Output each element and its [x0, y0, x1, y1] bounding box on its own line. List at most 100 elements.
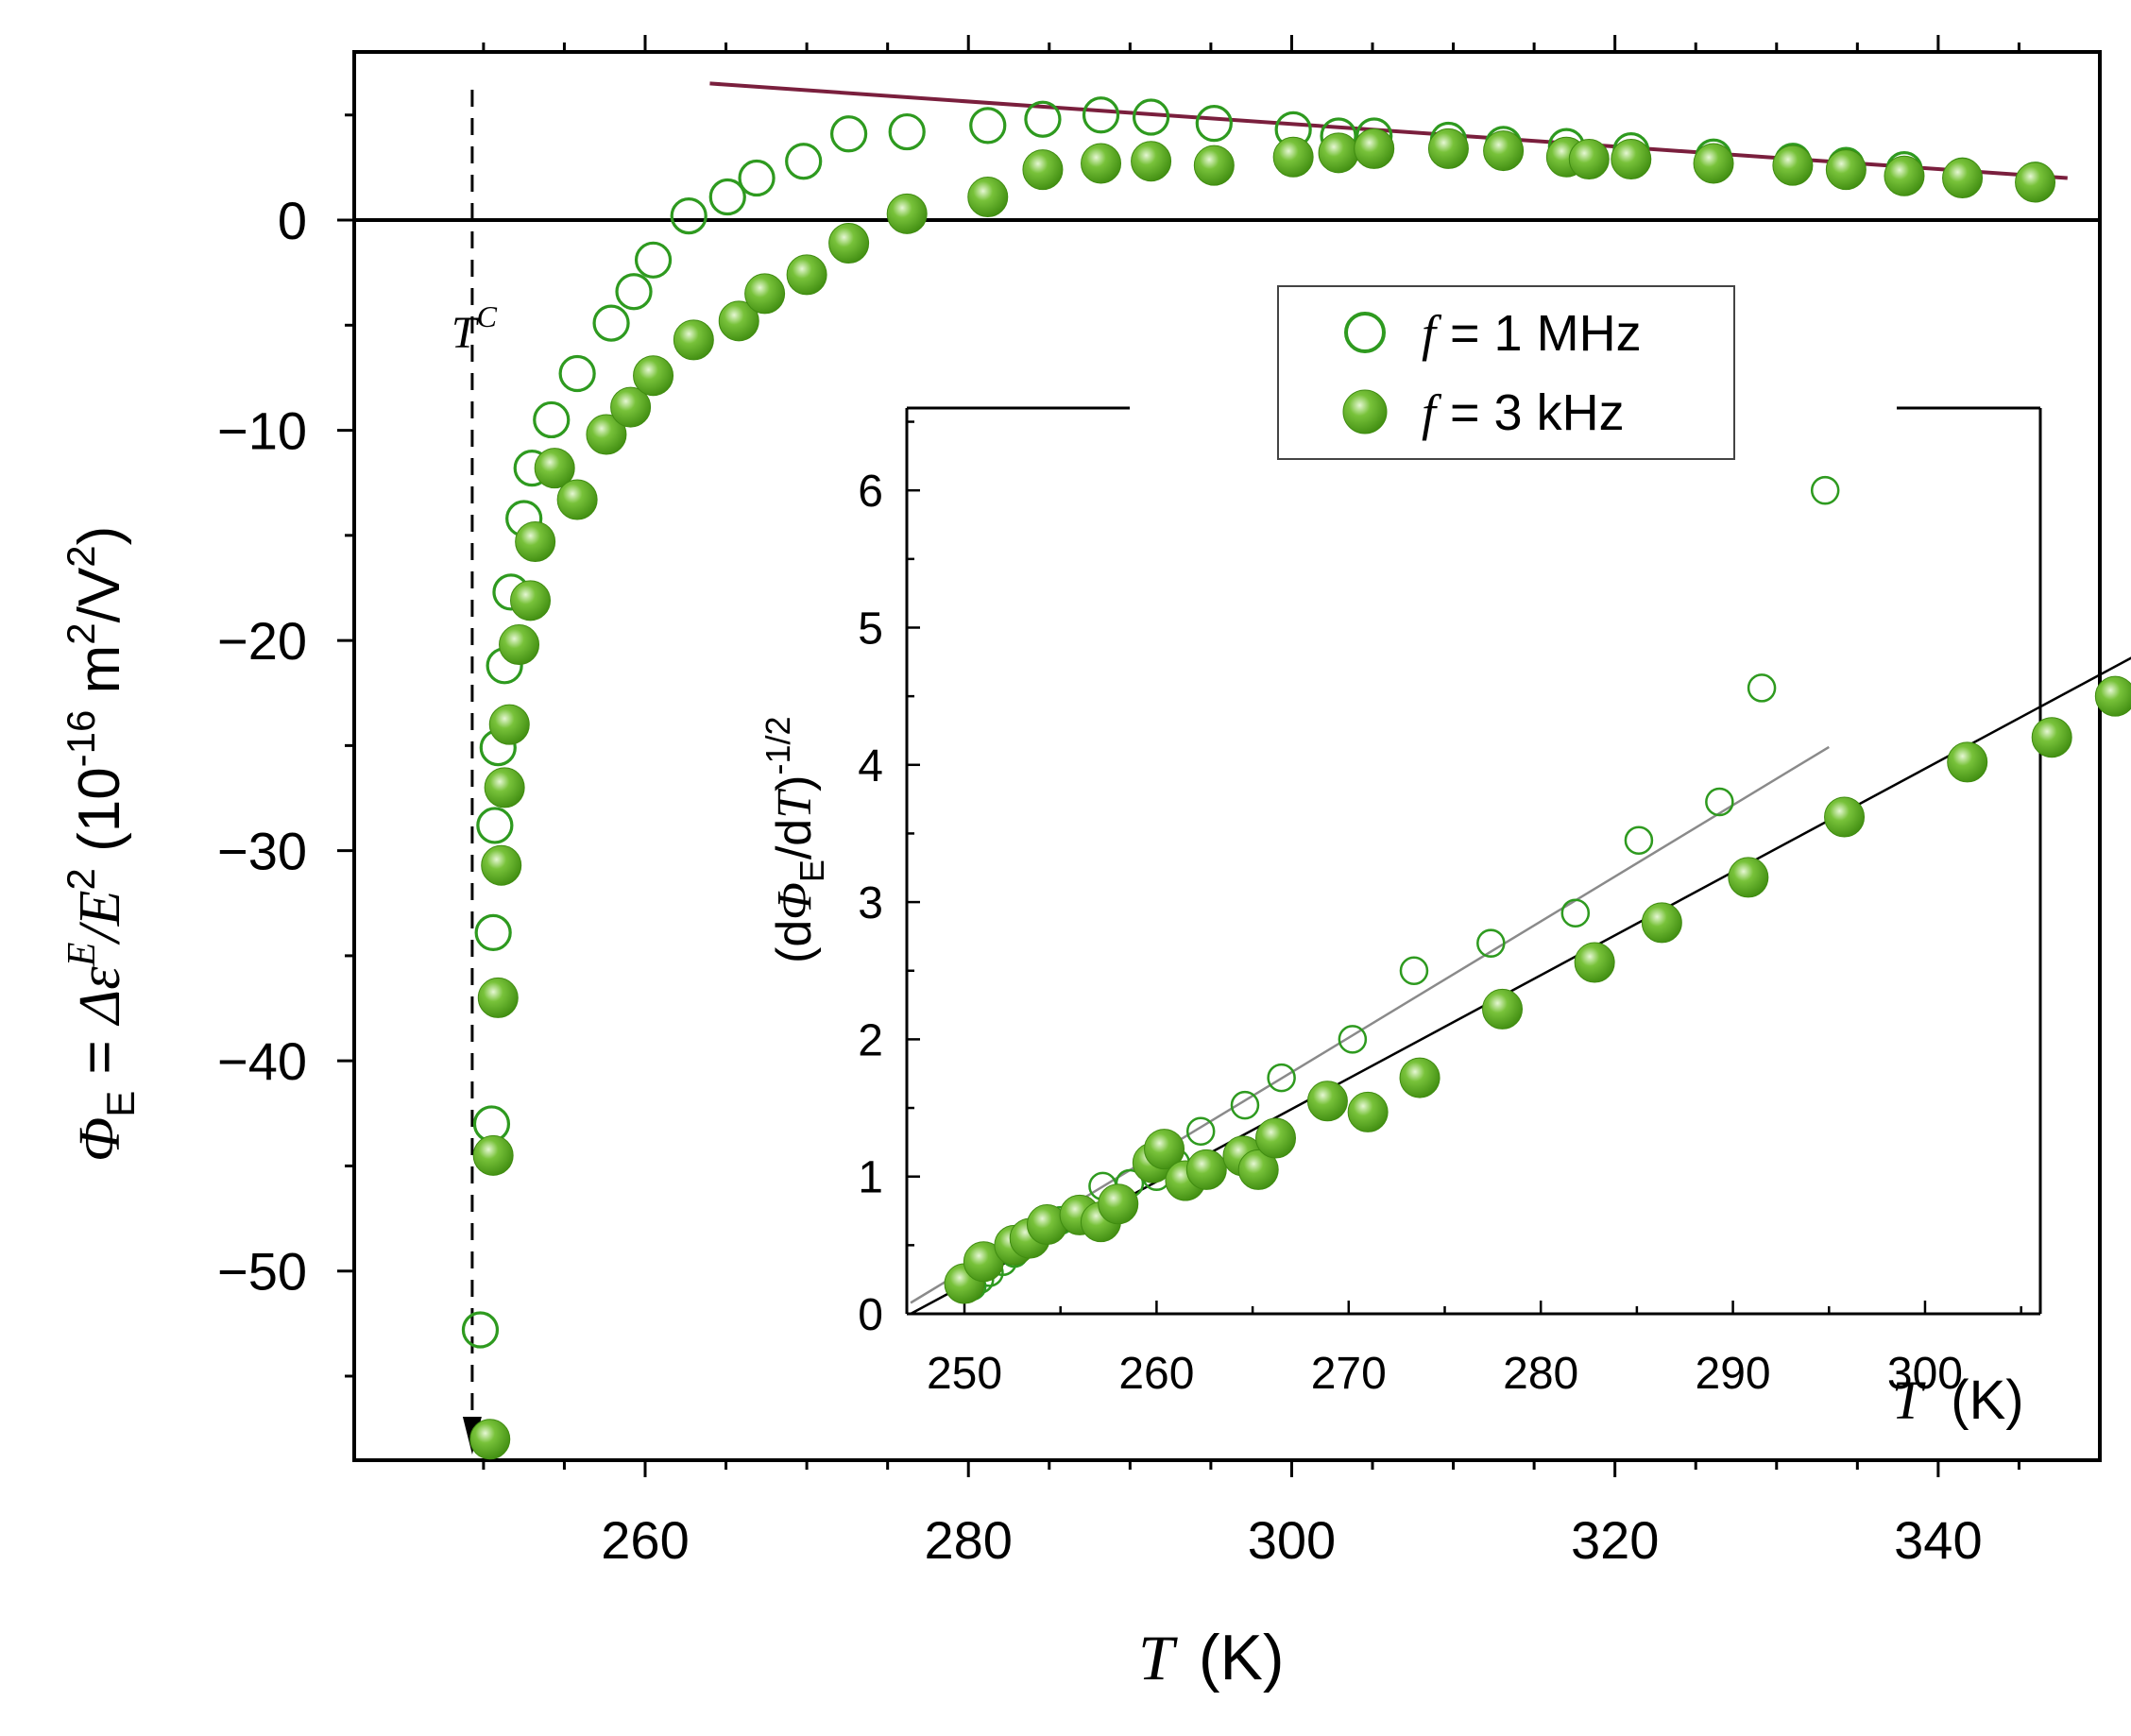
- inset-x-tick-label: 280: [1503, 1349, 1578, 1399]
- inset-point-3khz: [1306, 1081, 1348, 1122]
- inset-point-3khz: [1399, 1057, 1441, 1098]
- inset-point-3khz: [1641, 902, 1682, 944]
- inset-point-1mhz: [1810, 475, 1840, 505]
- inset-y-tick-label: 4: [858, 741, 883, 791]
- main-point-3khz: [673, 319, 714, 361]
- main-point-3khz: [1611, 138, 1652, 179]
- main-x-tick-label: 300: [1248, 1510, 1336, 1570]
- inset-point-3khz: [1185, 1149, 1227, 1190]
- main-point-3khz: [1354, 128, 1395, 169]
- legend-entry-1mhz: f = 1 MHz: [1422, 305, 1642, 362]
- legend: f = 1 MHz f = 3 kHz: [1277, 285, 1735, 460]
- inset-y-tick-label: 3: [858, 878, 883, 928]
- inset-x-axis-label: T (K): [1892, 1370, 2024, 1431]
- main-point-3khz: [1318, 132, 1359, 174]
- main-point-1mhz: [670, 196, 707, 235]
- main-point-1mhz: [1024, 100, 1062, 138]
- main-point-3khz: [1772, 145, 1814, 186]
- main-point-3khz: [510, 580, 552, 621]
- main-point-3khz: [515, 521, 556, 563]
- main-point-3khz: [718, 300, 759, 342]
- main-point-3khz: [1081, 143, 1122, 184]
- main-x-axis-label: T (K): [1138, 1622, 1284, 1693]
- inset-point-1mhz: [1338, 1025, 1368, 1054]
- main-x-tick-label: 280: [925, 1510, 1013, 1570]
- inset-point-1mhz: [1476, 928, 1506, 958]
- main-point-3khz: [1693, 143, 1734, 184]
- main-point-3khz: [477, 977, 519, 1018]
- inset-point-3khz: [2094, 675, 2131, 717]
- main-point-3khz: [610, 386, 652, 428]
- inset-series-3khz: [944, 675, 2131, 1304]
- inset-point-1mhz: [1267, 1063, 1296, 1093]
- main-plot-frame: [352, 50, 2102, 1462]
- inset-y-tick-label: 6: [858, 467, 883, 517]
- main-point-1mhz: [558, 354, 596, 393]
- main-point-3khz: [1942, 158, 1984, 199]
- main-point-1mhz: [1195, 105, 1233, 143]
- main-point-3khz: [484, 767, 525, 808]
- inset-point-3khz: [1947, 741, 1988, 783]
- main-point-3khz: [633, 355, 674, 397]
- main-point-3khz: [1193, 145, 1235, 186]
- main-point-1mhz: [533, 400, 571, 439]
- inset-point-3khz: [2031, 717, 2072, 758]
- inset-point-3khz: [1824, 796, 1866, 838]
- inset-point-3khz: [1098, 1183, 1139, 1225]
- inset-point-3khz: [1347, 1091, 1389, 1132]
- main-point-3khz: [1483, 130, 1525, 172]
- inset-point-3khz: [1255, 1117, 1297, 1159]
- main-y-tick-label: −20: [217, 611, 307, 671]
- main-y-tick-label: −50: [217, 1242, 307, 1302]
- main-point-1mhz: [708, 178, 746, 216]
- main-point-1mhz: [634, 241, 673, 279]
- main-point-3khz: [2015, 162, 2056, 203]
- tc-label: TC: [452, 299, 498, 358]
- main-point-1mhz: [474, 913, 512, 952]
- main-point-3khz: [556, 479, 598, 520]
- inset-point-1mhz: [1230, 1090, 1260, 1120]
- inset-point-3khz: [1728, 857, 1769, 898]
- main-point-3khz: [1568, 138, 1610, 179]
- main-point-3khz: [469, 1419, 511, 1460]
- main-point-3khz: [1022, 149, 1064, 191]
- main-point-3khz: [499, 624, 540, 666]
- main-y-tick-label: 0: [278, 191, 307, 250]
- inset-point-1mhz: [1705, 787, 1734, 817]
- main-point-3khz: [786, 254, 827, 296]
- main-point-1mhz: [476, 807, 514, 844]
- inset-x-tick-label: 250: [927, 1349, 1002, 1399]
- main-point-1mhz: [785, 143, 823, 180]
- inset-axis-tick-labels: 250 260 270 280 290 300 0 1 2 3 4 5 6: [858, 467, 1963, 1399]
- main-point-1mhz: [592, 304, 630, 342]
- main-point-1mhz: [738, 159, 776, 197]
- main-point-1mhz: [461, 1311, 500, 1349]
- main-point-3khz: [534, 448, 575, 489]
- main-point-1mhz: [1132, 98, 1170, 136]
- main-point-3khz: [744, 273, 786, 315]
- main-point-3khz: [472, 1134, 514, 1176]
- main-point-1mhz: [888, 112, 926, 151]
- main-point-3khz: [967, 177, 1009, 218]
- inset-y-tick-label: 2: [858, 1015, 883, 1065]
- inset-x-tick-label: 290: [1696, 1349, 1771, 1399]
- main-point-3khz: [828, 223, 870, 264]
- main-x-tick-label: 260: [601, 1510, 689, 1570]
- inset-point-1mhz: [1399, 956, 1429, 986]
- inset-y-tick-label: 5: [858, 604, 883, 654]
- main-x-tick-label: 320: [1571, 1510, 1659, 1570]
- inset-y-tick-label: 0: [858, 1290, 883, 1340]
- inset-x-tick-label: 300: [1887, 1349, 1963, 1399]
- main-point-3khz: [1427, 128, 1469, 169]
- main-point-3khz: [886, 193, 928, 234]
- legend-entry-3khz: f = 3 kHz: [1422, 384, 1625, 441]
- inset-point-3khz: [1144, 1129, 1185, 1170]
- legend-marker-filled-icon: [1342, 389, 1388, 434]
- main-axis-ticks: [337, 35, 2020, 1477]
- inset-y-axis-label: (dΦE/dT)-1/2: [759, 716, 831, 963]
- inset-point-3khz: [1482, 988, 1524, 1030]
- inset-point-1mhz: [1624, 825, 1654, 855]
- main-point-3khz: [481, 844, 522, 886]
